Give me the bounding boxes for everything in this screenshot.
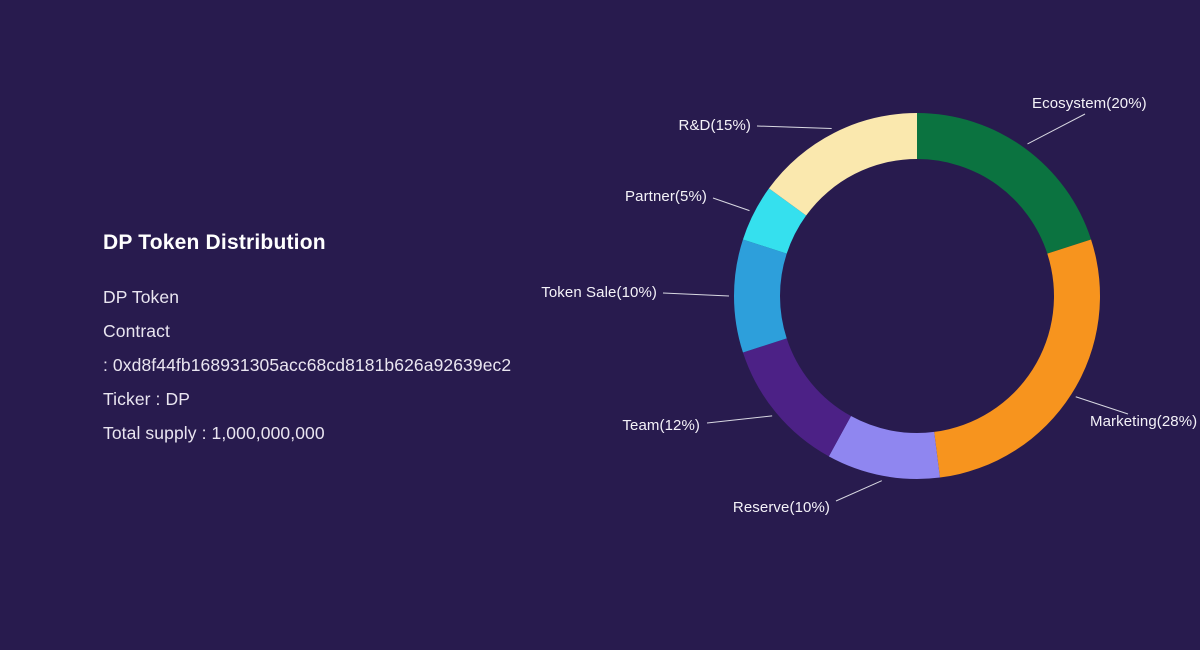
total-supply-line: Total supply : 1,000,000,000 — [103, 423, 325, 443]
segment-label-ecosystem: Ecosystem(20%) — [1032, 95, 1147, 112]
donut-segment-reserve — [828, 416, 940, 479]
donut-segment-team — [742, 338, 851, 457]
donut-segment-token-sale — [734, 239, 787, 353]
leader-line-marketing — [1075, 396, 1129, 415]
segment-label-r-d: R&D(15%) — [679, 117, 751, 134]
leader-line-token-sale — [662, 292, 730, 297]
leader-line-r-d — [756, 125, 832, 129]
leader-line-reserve — [835, 480, 882, 502]
leader-line-partner — [712, 197, 750, 212]
contract-address-line: : 0xd8f44fb168931305acc68cd8181b626a9263… — [103, 355, 512, 375]
contract-label-line: Contract — [103, 321, 170, 341]
ticker-line: Ticker : DP — [103, 389, 190, 409]
leader-line-ecosystem — [1027, 113, 1086, 145]
segment-label-partner: Partner(5%) — [625, 188, 707, 205]
donut-segment-partner — [742, 188, 807, 254]
leader-line-team — [706, 415, 773, 424]
segment-label-team: Team(12%) — [622, 417, 700, 434]
token-name-line: DP Token — [103, 287, 180, 307]
donut-segment-r-d — [768, 113, 917, 216]
donut-segment-ecosystem — [917, 113, 1092, 254]
page-title: DP Token Distribution — [103, 231, 326, 254]
segment-label-reserve: Reserve(10%) — [733, 499, 830, 516]
segment-label-token-sale: Token Sale(10%) — [541, 284, 657, 301]
token-info-panel: DP Token Distribution DP Token Contract … — [103, 230, 511, 450]
donut-segment-marketing — [934, 239, 1100, 478]
segment-label-marketing: Marketing(28%) — [1090, 413, 1197, 430]
